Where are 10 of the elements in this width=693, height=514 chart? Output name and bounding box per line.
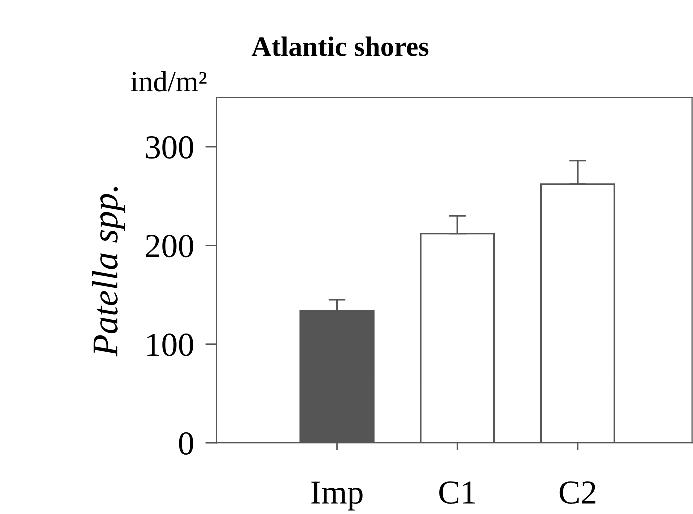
y-tick-label: 300: [146, 136, 194, 159]
y-tick-label: 100: [148, 334, 194, 356]
x-tick-label: Imp: [312, 482, 363, 511]
y-tick-label: 200: [146, 235, 194, 258]
y-axis-title: Patella spp.: [92, 187, 126, 357]
chart-title: Atlantic shores: [252, 36, 429, 56]
y-tick-label: 0: [179, 432, 194, 455]
x-tick-label: C2: [560, 482, 596, 504]
x-tick-label: C1: [440, 482, 476, 504]
text: ind/m²: [131, 71, 207, 92]
